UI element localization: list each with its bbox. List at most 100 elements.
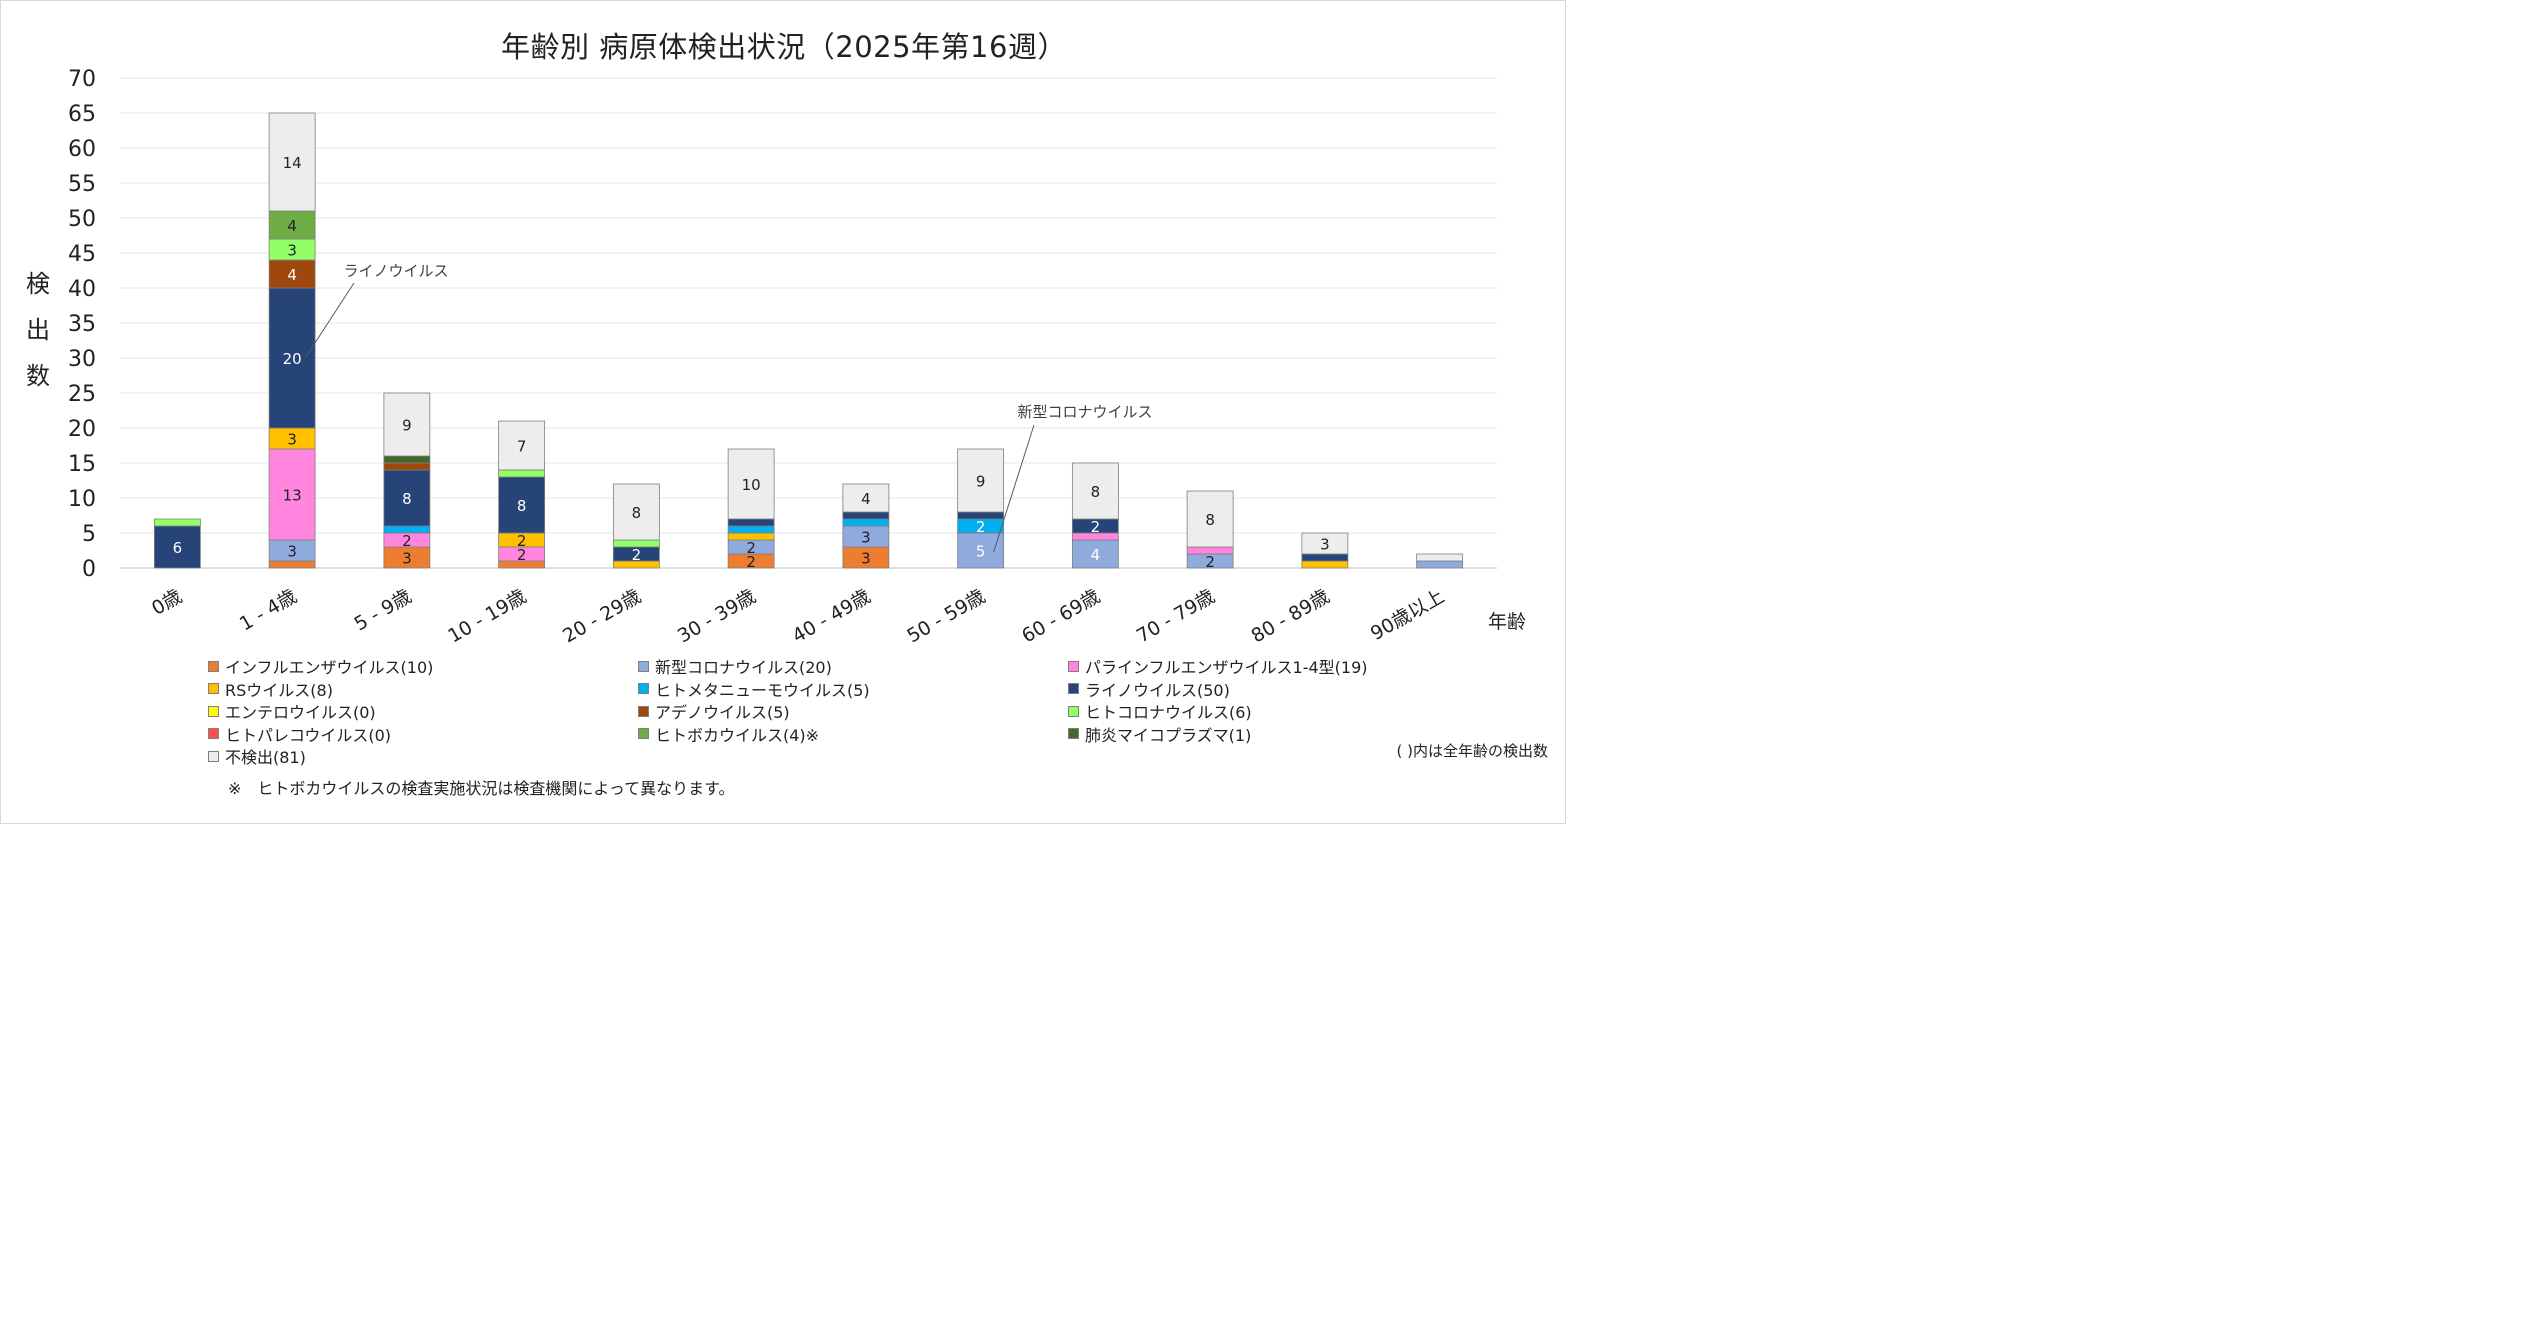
x-tick-label: 70 - 79歳 [1133, 585, 1219, 647]
data-label: 3 [287, 242, 297, 260]
y-tick-label: 50 [68, 207, 96, 232]
bar-segment [383, 469, 431, 527]
bar-segment [957, 448, 1005, 513]
legend-item: ライノウイルス(50) [1068, 677, 1230, 701]
legend-item: ヒトパレコウイルス(0) [208, 722, 391, 746]
bar-segment [727, 518, 775, 527]
legend-label: 不検出(81) [225, 748, 306, 767]
legend-swatch [638, 728, 649, 739]
data-label: 8 [1205, 511, 1215, 529]
data-label: 8 [402, 490, 412, 508]
y-tick-label: 65 [68, 102, 96, 127]
y-tick-label: 40 [68, 277, 96, 302]
legend-label: 肺炎マイコプラズマ(1) [1085, 725, 1252, 745]
data-label: 2 [517, 532, 527, 550]
y-tick-label: 10 [68, 487, 96, 512]
data-label: 2 [746, 553, 756, 571]
y-tick-label: 70 [68, 67, 96, 92]
data-label: 4 [1091, 546, 1101, 564]
data-label: 9 [402, 417, 412, 435]
bar-segment [842, 511, 890, 520]
bar-segment [1301, 560, 1349, 569]
data-label: 5 [976, 543, 986, 561]
bar-segment [268, 287, 316, 429]
bar-segment [268, 560, 316, 569]
legend-item: インフルエンザウイルス(10) [208, 654, 433, 678]
x-tick-label: 50 - 59歳 [903, 585, 989, 647]
bar-segment [153, 518, 201, 527]
legend-label: RSウイルス(8) [225, 680, 333, 700]
y-tick-label: 0 [82, 557, 96, 582]
y-axis-label-char: 数 [26, 362, 50, 390]
legend-item: ヒトボカウイルス(4)※ [638, 722, 819, 746]
y-tick-label: 55 [68, 172, 96, 197]
bar-segment [842, 483, 890, 513]
data-label: 4 [287, 217, 297, 235]
legend-item: 肺炎マイコプラズマ(1) [1068, 722, 1251, 746]
data-label: 2 [402, 532, 412, 550]
x-tick-label: 40 - 49歳 [789, 585, 875, 647]
bar-segment [1416, 560, 1464, 569]
bar-segment [268, 112, 316, 212]
y-tick-label: 20 [68, 417, 96, 442]
bar-segment [498, 420, 546, 471]
data-label: 3 [402, 550, 412, 568]
legend-label: ヒトコロナウイルス(6) [1085, 703, 1252, 722]
data-label: 13 [283, 487, 302, 505]
x-tick-label: 80 - 89歳 [1248, 585, 1334, 647]
y-axis-label-char: 検 [26, 270, 50, 298]
y-tick-label: 60 [68, 137, 96, 162]
bar-segment [1416, 553, 1464, 562]
legend-label: ヒトパレコウイルス(0) [225, 725, 392, 745]
bar-segment [268, 259, 316, 289]
x-tick-label: 20 - 29歳 [559, 585, 645, 647]
data-label: 20 [283, 350, 302, 368]
legend-label: 新型コロナウイルス(20) [655, 658, 832, 677]
bar-segment [498, 469, 546, 478]
legend-label: パラインフルエンザウイルス1-4型(19) [1085, 658, 1368, 677]
bar-segment [612, 483, 660, 541]
legend-swatch [638, 660, 649, 672]
x-tick-label: 0歳 [148, 585, 186, 620]
data-label: 4 [861, 490, 871, 508]
data-label: 8 [632, 504, 642, 522]
legend-label: ヒトメタニューモウイルス(5) [655, 680, 870, 700]
annotation-label: ライノウイルス [343, 262, 448, 280]
data-label: 3 [861, 529, 871, 547]
legend-swatch [208, 728, 219, 739]
chart-title: 年齢別 病原体検出状況（2025年第16週） [501, 30, 1067, 64]
legend-item: 不検出(81) [208, 744, 306, 768]
bar-segment [383, 392, 431, 457]
legend-swatch [1068, 683, 1079, 694]
legend-swatch [208, 660, 219, 672]
annotation-leader-line [993, 424, 1035, 553]
x-tick-label: 5 - 9歳 [351, 585, 416, 635]
legend-swatch [1068, 660, 1079, 672]
data-label: 4 [287, 266, 297, 284]
data-label: 3 [1320, 536, 1330, 554]
bar-segment [268, 210, 316, 240]
y-axis-label-char: 出 [26, 316, 50, 344]
bar-segment [1071, 539, 1119, 569]
bar-segment [1301, 532, 1349, 555]
bar-segment [268, 448, 316, 541]
data-label: 2 [746, 539, 756, 557]
bar-segment [727, 448, 775, 520]
data-label: 2 [632, 546, 642, 564]
data-label: 2 [976, 518, 986, 536]
data-label: 3 [287, 431, 297, 449]
data-label: 8 [1091, 483, 1101, 501]
legend-swatch [1068, 705, 1079, 717]
chart-frame [0, 0, 1566, 824]
x-tick-label: 90歳以上 [1367, 585, 1448, 645]
legend-item: アデノウイルス(5) [638, 699, 790, 723]
legend-item: RSウイルス(8) [208, 677, 333, 701]
y-tick-label: 35 [68, 312, 96, 337]
bar-segment [383, 462, 431, 471]
footnote: ※ ヒトボカウイルスの検査実施状況は検査機関によって異なります。 [228, 779, 735, 798]
legend-label: アデノウイルス(5) [655, 703, 790, 722]
y-tick-label: 30 [68, 347, 96, 372]
legend-item: エンテロウイルス(0) [208, 699, 376, 723]
legend-label: ライノウイルス(50) [1085, 680, 1230, 700]
